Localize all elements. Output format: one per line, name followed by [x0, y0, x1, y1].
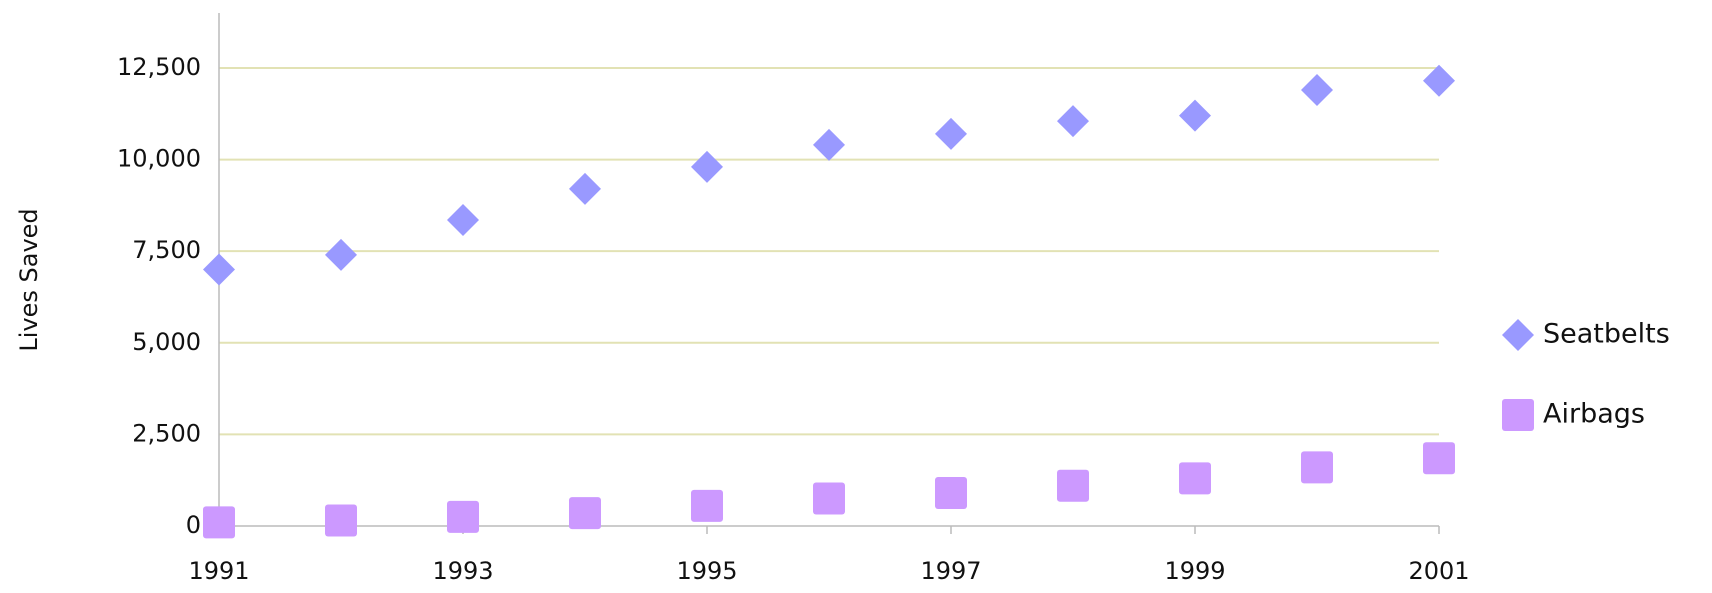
x-tick-label: 1991: [188, 557, 249, 585]
diamond-marker: [325, 238, 357, 271]
diamond-marker: [1502, 319, 1534, 351]
diamond-marker: [569, 172, 601, 205]
y-axis-label: Lives Saved: [15, 208, 43, 351]
legend-label: Seatbelts: [1543, 319, 1670, 350]
diamond-marker: [935, 117, 967, 150]
y-tick-label: 0: [186, 511, 201, 539]
y-tick-label: 5,000: [132, 328, 201, 356]
square-marker: [813, 482, 845, 515]
diamond-marker: [1179, 99, 1211, 132]
square-marker: [691, 489, 723, 522]
diamond-marker: [447, 204, 479, 237]
x-tick-label: 1999: [1164, 557, 1225, 585]
x-tick-label: 1993: [432, 557, 493, 585]
square-marker: [325, 504, 357, 537]
diamond-marker: [1057, 105, 1089, 138]
x-tick-label: 1995: [676, 557, 737, 585]
y-tick-label: 12,500: [117, 53, 201, 81]
square-marker: [447, 500, 479, 533]
square-marker: [1423, 442, 1455, 475]
square-marker: [1502, 399, 1534, 431]
square-marker: [1179, 462, 1211, 495]
x-tick-label: 2001: [1408, 557, 1469, 585]
square-marker: [935, 477, 967, 510]
square-marker: [203, 506, 235, 539]
diamond-marker: [1301, 73, 1333, 106]
legend-label: Airbags: [1543, 399, 1645, 430]
y-tick-label: 2,500: [132, 419, 201, 447]
diamond-marker: [813, 128, 845, 161]
diamond-marker: [203, 253, 235, 286]
square-marker: [1057, 469, 1089, 502]
y-tick-label: 10,000: [117, 145, 201, 173]
diamond-marker: [1423, 64, 1455, 97]
x-tick-label: 1997: [920, 557, 981, 585]
y-tick-label: 7,500: [132, 236, 201, 264]
diamond-marker: [691, 150, 723, 183]
square-marker: [1301, 451, 1333, 484]
square-marker: [569, 497, 601, 530]
